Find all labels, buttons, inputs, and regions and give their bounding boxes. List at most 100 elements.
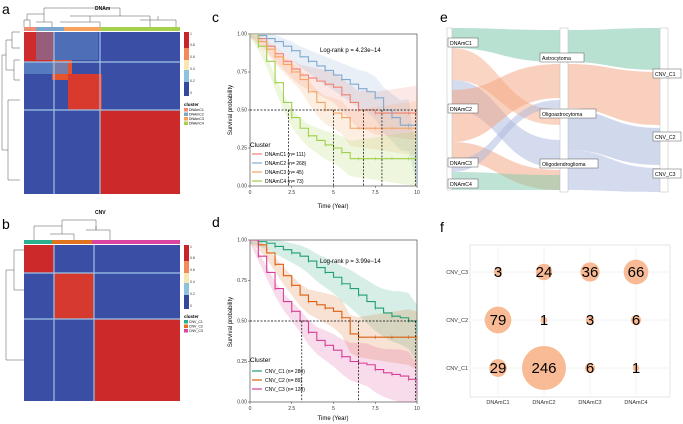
km-d-xtick-label: 10 <box>414 406 420 412</box>
sankey-node-astrocytoma: Astrocytoma <box>542 56 571 62</box>
heatmap-a-annot-4 <box>100 27 180 31</box>
km-c-legend-label: DNAmC3 (n= 45) <box>265 170 304 176</box>
heatmap-a-mixed-2 <box>36 32 98 60</box>
bubble-f-value: 24 <box>536 264 553 281</box>
km-d-annotation: Log-rank p = 3.99e−14 <box>320 259 381 265</box>
heatmap-a-colorbar-2 <box>184 48 189 60</box>
heatmap-b-legend-item: CNV_C1 <box>189 320 203 324</box>
sankey-flow <box>452 100 560 172</box>
heatmap-a-legend-item: DNAmC1 <box>189 108 204 112</box>
heatmap-b-scale-tick: 0.8 <box>190 256 195 260</box>
heatmap-b-legend-item: CNV_C2 <box>189 325 203 329</box>
heatmap-b-scale-tick: 0.6 <box>190 268 195 272</box>
km-d-legend-label: CNV_C2 (n= 89) <box>265 378 302 384</box>
panel-label-f: f <box>440 219 444 235</box>
heatmap-b-colorbar-5 <box>184 295 189 309</box>
heatmap-b-top-dendrogram <box>33 219 111 240</box>
heatmap-b: CNV 1 0.8 0.6 0.4 0.2 0 cluster CNV_C1 C… <box>5 210 203 401</box>
heatmap-a-scale-tick: 0.6 <box>190 55 195 59</box>
heatmap-a-scale-tick: 0 <box>190 91 192 95</box>
sankey-flow <box>568 28 660 70</box>
km-d-xtick-label: 0 <box>249 406 252 412</box>
sankey-flow <box>452 64 560 142</box>
heatmap-b-scale-tick: 0 <box>190 304 192 308</box>
km-c-xtick-label: 2.5 <box>288 190 295 196</box>
heatmap-b-colorbar-3 <box>184 273 189 283</box>
heatmap-a-annot-3 <box>64 27 100 31</box>
km-d-ylabel: Survival probability <box>228 297 234 347</box>
bubble-f-value: 66 <box>628 264 645 281</box>
km-c-ytick-label: 1.00 <box>237 32 247 38</box>
km-c-xtick-label: 5 <box>332 190 335 196</box>
sankey-node-box <box>539 158 599 169</box>
bubble-f-circle <box>623 259 649 285</box>
bubble-f-value: 79 <box>490 312 507 329</box>
sankey-node-cnv-c1: CNV_C1 <box>655 72 676 78</box>
bubble-f-value: 3 <box>586 312 594 329</box>
panel-label-b: b <box>2 216 10 232</box>
heatmap-a-left-dendrogram <box>1 31 20 181</box>
km-d-legend-label: CNV_C3 (n= 128) <box>265 387 305 393</box>
heatmap-a-legend-swatch <box>184 121 188 125</box>
km-d-xtick-label: 5 <box>332 406 335 412</box>
heatmap-a-colorbar-4 <box>184 70 189 82</box>
heatmap-a-gridlines <box>24 32 180 194</box>
heatmap-a-legend-item: DNAmC2 <box>189 113 204 117</box>
km-c-series-3 <box>250 34 417 129</box>
heatmap-a-legend-item: DNAmC4 <box>189 122 204 126</box>
bubble-f-value: 246 <box>531 360 556 377</box>
heatmap-b-legend-item: CNV_C3 <box>189 329 203 333</box>
heatmap-a-block-4 <box>100 110 180 194</box>
km-c-legend-label: DNAmC2 (n= 268) <box>265 161 307 167</box>
heatmap-b-legend-title: cluster <box>184 314 199 319</box>
bubble-f-row-label: CNV_C1 <box>446 366 468 372</box>
sankey-node-dnamc1: DNAmC1 <box>450 41 472 47</box>
bubble-f-circle <box>630 314 642 326</box>
heatmap-a-legend-swatch <box>184 117 188 121</box>
sankey-node-box <box>652 68 682 79</box>
bubble-f-value: 6 <box>632 312 640 329</box>
heatmap-b-scale-tick: 0.4 <box>190 280 195 284</box>
heatmap-a-colorbar-3 <box>184 60 189 70</box>
bubble-f-row-label: CNV_C3 <box>446 270 468 276</box>
sankey-node-cnv-c3: CNV_C3 <box>655 172 676 178</box>
heatmap-b-left-dendrogram <box>5 249 24 361</box>
sankey-node-box <box>539 108 597 119</box>
heatmap-a-mixed-1 <box>24 62 68 74</box>
km-d-ytick-label: 1.00 <box>237 238 247 244</box>
panel-label-c: c <box>212 9 219 25</box>
bubble-f-value: 3 <box>494 264 502 281</box>
heatmap-b-block-2 <box>54 273 94 319</box>
km-plot-d: 0 2.5 5 7.5 10 0.00 0.25 0.50 0.75 1.00 Log-rank … <box>228 238 420 422</box>
km-c-xtick-label: 7.5 <box>372 190 379 196</box>
sankey-flow <box>452 28 560 62</box>
km-c-legend-label: DNAmC4 (n= 73) <box>265 179 304 185</box>
bubble-f-circle <box>522 346 566 390</box>
km-d-ytick-label: 0.75 <box>237 278 247 284</box>
heatmap-b-title: CNV <box>95 210 106 216</box>
bubble-f-col-label: DNAmC2 <box>532 400 555 406</box>
heatmap-a-block-3 <box>68 74 102 110</box>
km-d-ytick-label: 0.25 <box>237 359 247 365</box>
heatmap-b-block-3 <box>94 319 180 401</box>
km-c-legend-label: DNAmC1 (n= 111) <box>265 152 306 158</box>
km-c-annotation: Log-rank p = 4.23e−14 <box>320 48 381 54</box>
km-plot-c: 0 2.5 5 7.5 10 0.00 0.25 0.50 0.75 1.00 Log-rank … <box>228 32 420 210</box>
heatmap-b-gridlines <box>24 245 180 401</box>
sankey-node-box <box>539 52 585 63</box>
km-d-ytick-label: 0.00 <box>237 400 247 406</box>
heatmap-a-scale-tick: 1 <box>190 32 192 36</box>
bubble-f-circle <box>632 364 640 372</box>
km-c-legend-title: Cluster <box>250 142 271 149</box>
bubble-f-value: 29 <box>490 360 507 377</box>
sankey-node-box <box>447 178 479 189</box>
km-d-legend-title: Cluster <box>250 357 271 364</box>
heatmap-a-legend-swatch <box>184 108 188 112</box>
panel-label-a: a <box>2 1 10 17</box>
sankey-node-dnamc2: DNAmC2 <box>450 107 472 113</box>
sankey-node-dnamc4: DNAmC4 <box>450 182 472 188</box>
sankey-node-cnv-c2: CNV_C2 <box>655 135 676 141</box>
bubble-f-circle <box>580 262 600 282</box>
bubble-f-col-label: DNAmC1 <box>486 400 509 406</box>
km-c-ribbon-4 <box>250 34 417 186</box>
